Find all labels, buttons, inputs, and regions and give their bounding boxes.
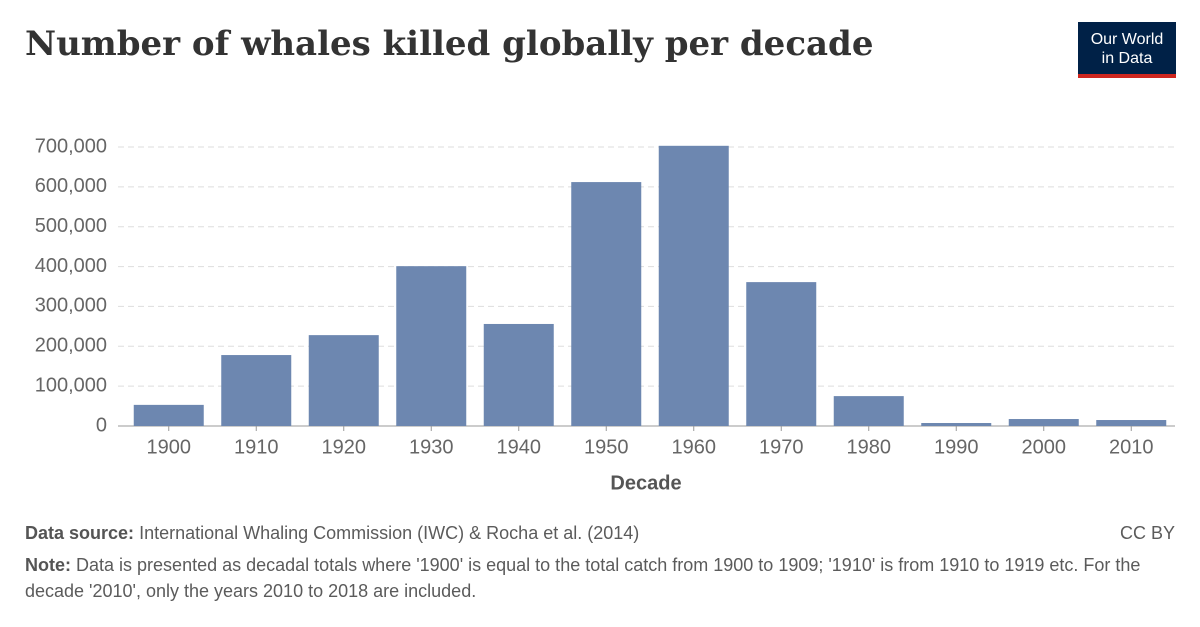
x-axis-title: Decade	[610, 472, 681, 494]
y-tick-label: 400,000	[35, 255, 107, 277]
y-tick-label: 600,000	[35, 175, 107, 197]
source: Data source: International Whaling Commi…	[25, 520, 1175, 546]
x-tick-label: 1910	[234, 436, 279, 458]
note-label: Note:	[25, 555, 71, 575]
bar	[483, 323, 554, 426]
y-tick-label: 300,000	[35, 295, 107, 317]
bar	[833, 396, 904, 426]
bar	[221, 355, 292, 426]
x-tick-label: 1930	[409, 436, 454, 458]
x-tick-label: 2000	[1022, 436, 1067, 458]
bar	[921, 423, 992, 426]
source-text: International Whaling Commission (IWC) &…	[139, 523, 640, 543]
bar	[1008, 419, 1079, 426]
y-tick-label: 200,000	[35, 335, 107, 357]
license: CC BY	[1119, 523, 1175, 543]
note: Note: Data is presented as decadal total…	[25, 552, 1175, 604]
y-tick-label: 700,000	[35, 135, 107, 157]
bar	[658, 145, 729, 426]
x-tick-label: 2010	[1109, 436, 1154, 458]
bar	[746, 282, 817, 426]
x-tick-label: 1970	[759, 436, 804, 458]
logo-box	[1078, 22, 1176, 74]
x-tick-label: 1900	[147, 436, 192, 458]
logo-text: Our World	[1091, 31, 1164, 48]
chart-title: Number of whales killed globally per dec…	[25, 24, 873, 64]
logo-bar	[1078, 74, 1176, 78]
y-tick-label: 0	[96, 414, 107, 436]
x-tick-label: 1960	[672, 436, 717, 458]
x-tick-label: 1920	[322, 436, 367, 458]
bar	[1096, 420, 1167, 426]
bar	[308, 335, 379, 426]
bar	[133, 404, 204, 426]
x-tick-label: 1940	[497, 436, 542, 458]
x-tick-label: 1990	[934, 436, 979, 458]
x-tick-label: 1980	[847, 436, 892, 458]
x-tick-label: 1950	[584, 436, 629, 458]
note-text: Data is presented as decadal totals wher…	[25, 555, 1141, 601]
bar	[571, 182, 642, 426]
source-label: Data source:	[25, 523, 135, 543]
logo-text: in Data	[1102, 50, 1153, 67]
bar	[396, 266, 467, 426]
y-tick-label: 100,000	[35, 374, 107, 396]
y-tick-label: 500,000	[35, 215, 107, 237]
